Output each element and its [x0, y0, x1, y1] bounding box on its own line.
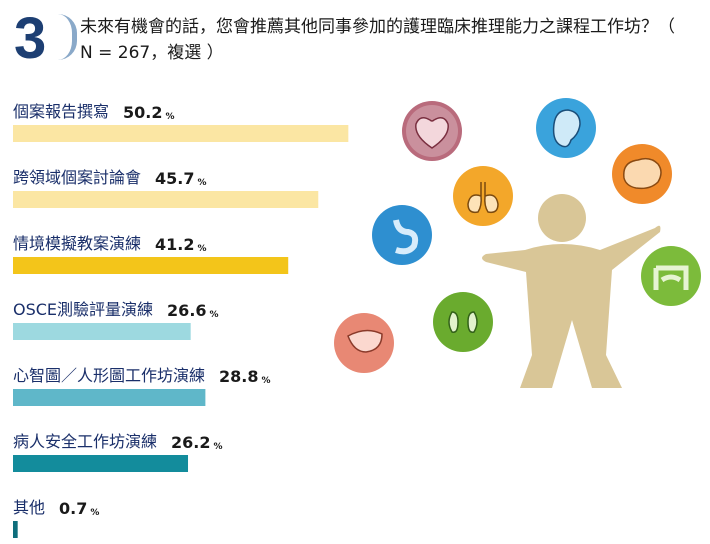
unit-label: %: [198, 244, 207, 254]
category-label: 跨領域個案討論會: [13, 168, 141, 187]
lungs-icon: [453, 166, 513, 226]
bar-group: 跨領域個案討論會 45.7%: [13, 168, 319, 208]
value-label: 26.6: [167, 301, 206, 320]
unit-label: %: [262, 376, 271, 386]
value-label: 50.2: [123, 103, 162, 122]
question-number-bracket: [58, 14, 77, 60]
organ-illustration: [334, 98, 701, 388]
category-label: 其他: [13, 498, 45, 517]
bar-group: 個案報告撰寫 50.2%: [13, 102, 349, 142]
question-number: 3: [14, 6, 47, 71]
question-header: 3 未來有機會的話，您會推薦其他同事參加的護理臨床推理能力之課程工作坊？（ N …: [0, 0, 710, 80]
heart-icon: [402, 101, 462, 161]
kidney-icon: [433, 292, 493, 352]
category-label: 心智圖／人形圖工作坊演練: [13, 366, 205, 385]
value-label: 0.7: [59, 499, 87, 518]
category-label: OSCE測驗評量演練: [13, 300, 153, 319]
unit-label: %: [90, 508, 99, 518]
value-label: 45.7: [155, 169, 194, 188]
ear-icon: [536, 98, 596, 158]
intestine-icon: [641, 246, 701, 306]
bar-group: OSCE測驗評量演練 26.6%: [13, 300, 219, 340]
bar: [13, 125, 349, 142]
unit-label: %: [214, 442, 223, 452]
value-label: 26.2: [171, 433, 210, 452]
unit-label: %: [210, 310, 219, 320]
bar-group: 病人安全工作坊演練 26.2%: [13, 432, 223, 472]
bar: [13, 257, 289, 274]
bar: [13, 323, 191, 340]
category-label: 個案報告撰寫: [13, 102, 109, 121]
bar: [13, 521, 18, 538]
value-label: 41.2: [155, 235, 194, 254]
bar: [13, 191, 319, 208]
bar: [13, 455, 189, 472]
brain-icon: [612, 144, 672, 204]
bar-group: 其他 0.7%: [13, 498, 99, 538]
person-figure: [482, 194, 661, 388]
question-text: 未來有機會的話，您會推薦其他同事參加的護理臨床推理能力之課程工作坊？（ N = …: [80, 17, 675, 63]
value-label: 28.8: [219, 367, 258, 386]
liver-icon: [334, 313, 394, 373]
category-label: 病人安全工作坊演練: [13, 432, 157, 451]
unit-label: %: [166, 112, 175, 122]
category-label: 情境模擬教案演練: [13, 234, 141, 253]
bar: [13, 389, 206, 406]
bar-group: 情境模擬教案演練 41.2%: [13, 234, 289, 274]
bar-group: 心智圖／人形圖工作坊演練 28.8%: [13, 366, 271, 406]
stomach-icon: [372, 205, 432, 265]
unit-label: %: [198, 178, 207, 188]
